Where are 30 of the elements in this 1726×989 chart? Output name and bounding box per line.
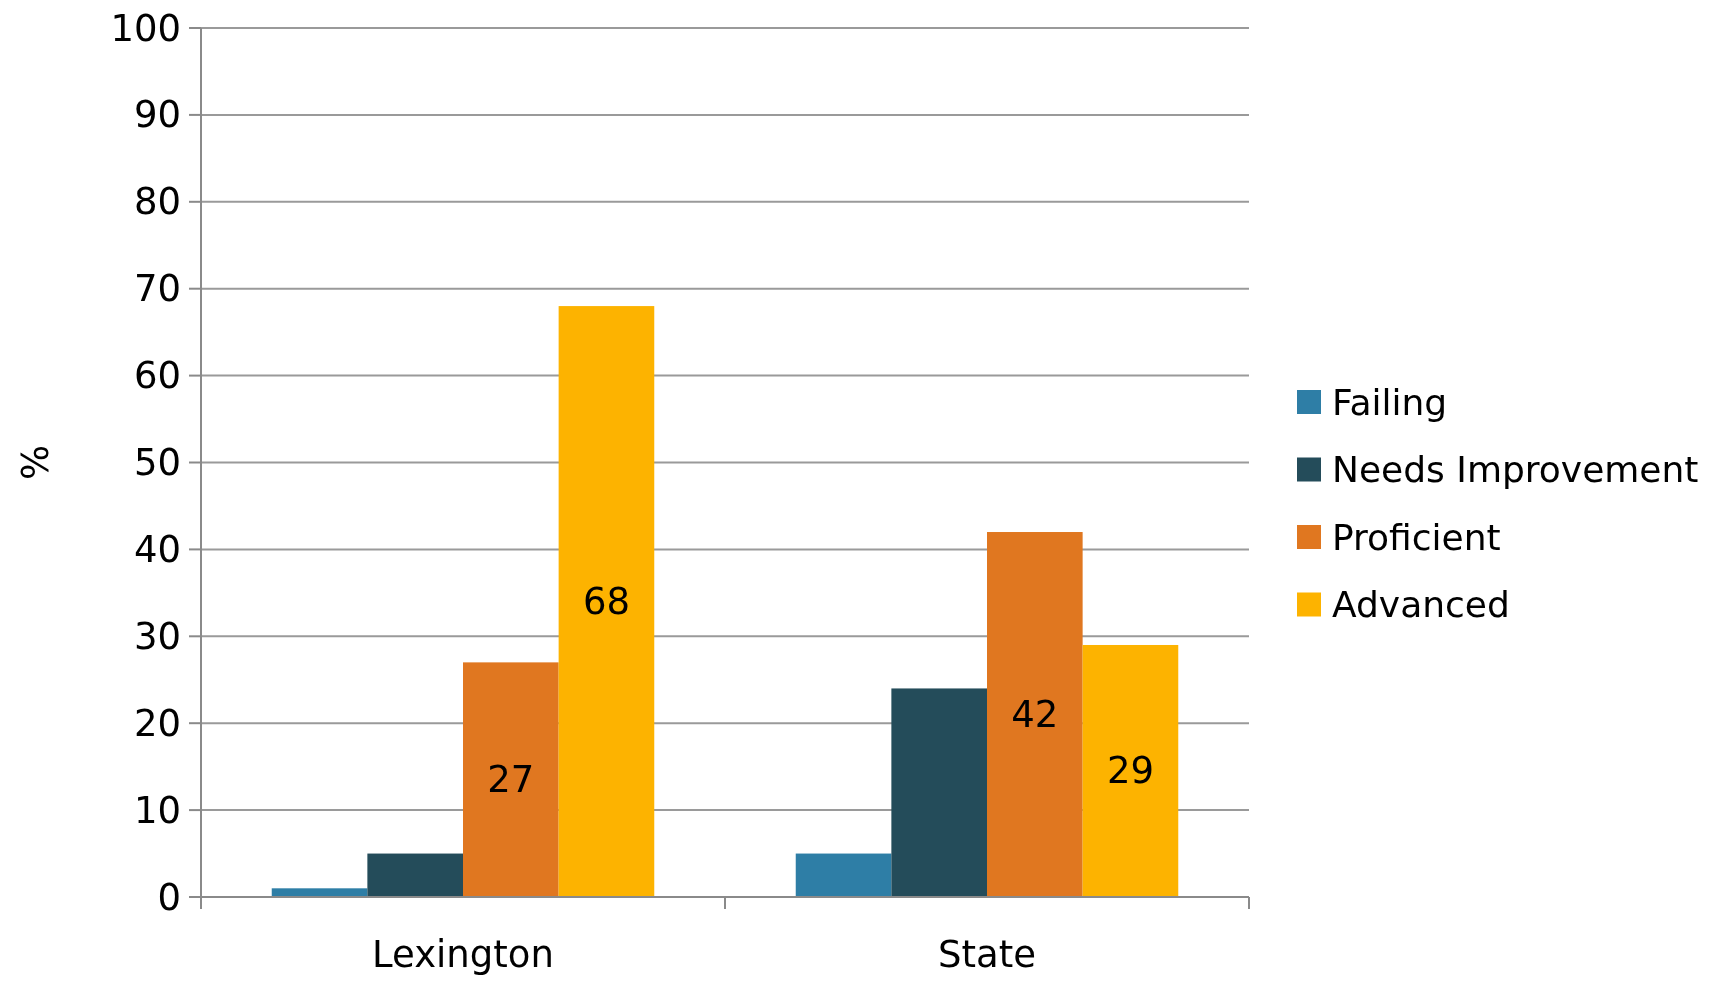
bar (795, 853, 892, 897)
legend-label: Proficient (1332, 516, 1501, 558)
legend-label: Advanced (1332, 584, 1510, 625)
data-label: 68 (582, 580, 630, 624)
y-tick-label: 30 (133, 614, 181, 658)
y-tick-label: 40 (133, 527, 181, 571)
y-tick-label: 70 (133, 267, 181, 311)
legend-label: Failing (1332, 381, 1448, 423)
y-tick-label: 20 (133, 701, 181, 745)
y-tick-label: 60 (133, 354, 181, 398)
y-tick-label: 50 (133, 441, 181, 484)
data-label: 29 (1106, 749, 1154, 793)
legend-label: Needs Improvement (1332, 449, 1699, 490)
bar (558, 306, 655, 897)
y-axis-title: % (14, 444, 57, 481)
y-tick-label: 80 (133, 180, 181, 224)
y-tick-label: 90 (133, 93, 181, 137)
bar (891, 688, 987, 897)
y-tick-label: 100 (110, 6, 181, 50)
bar (987, 532, 1083, 897)
x-tick-label: State (938, 933, 1036, 976)
bar (1082, 644, 1179, 897)
data-label: 27 (487, 758, 535, 802)
y-tick-label: 10 (133, 788, 181, 832)
bar (367, 853, 463, 897)
x-tick-label: Lexington (372, 933, 554, 976)
bar (271, 888, 368, 897)
data-label: 42 (1011, 693, 1059, 737)
bar (463, 662, 559, 897)
y-tick-label: 0 (157, 875, 181, 919)
